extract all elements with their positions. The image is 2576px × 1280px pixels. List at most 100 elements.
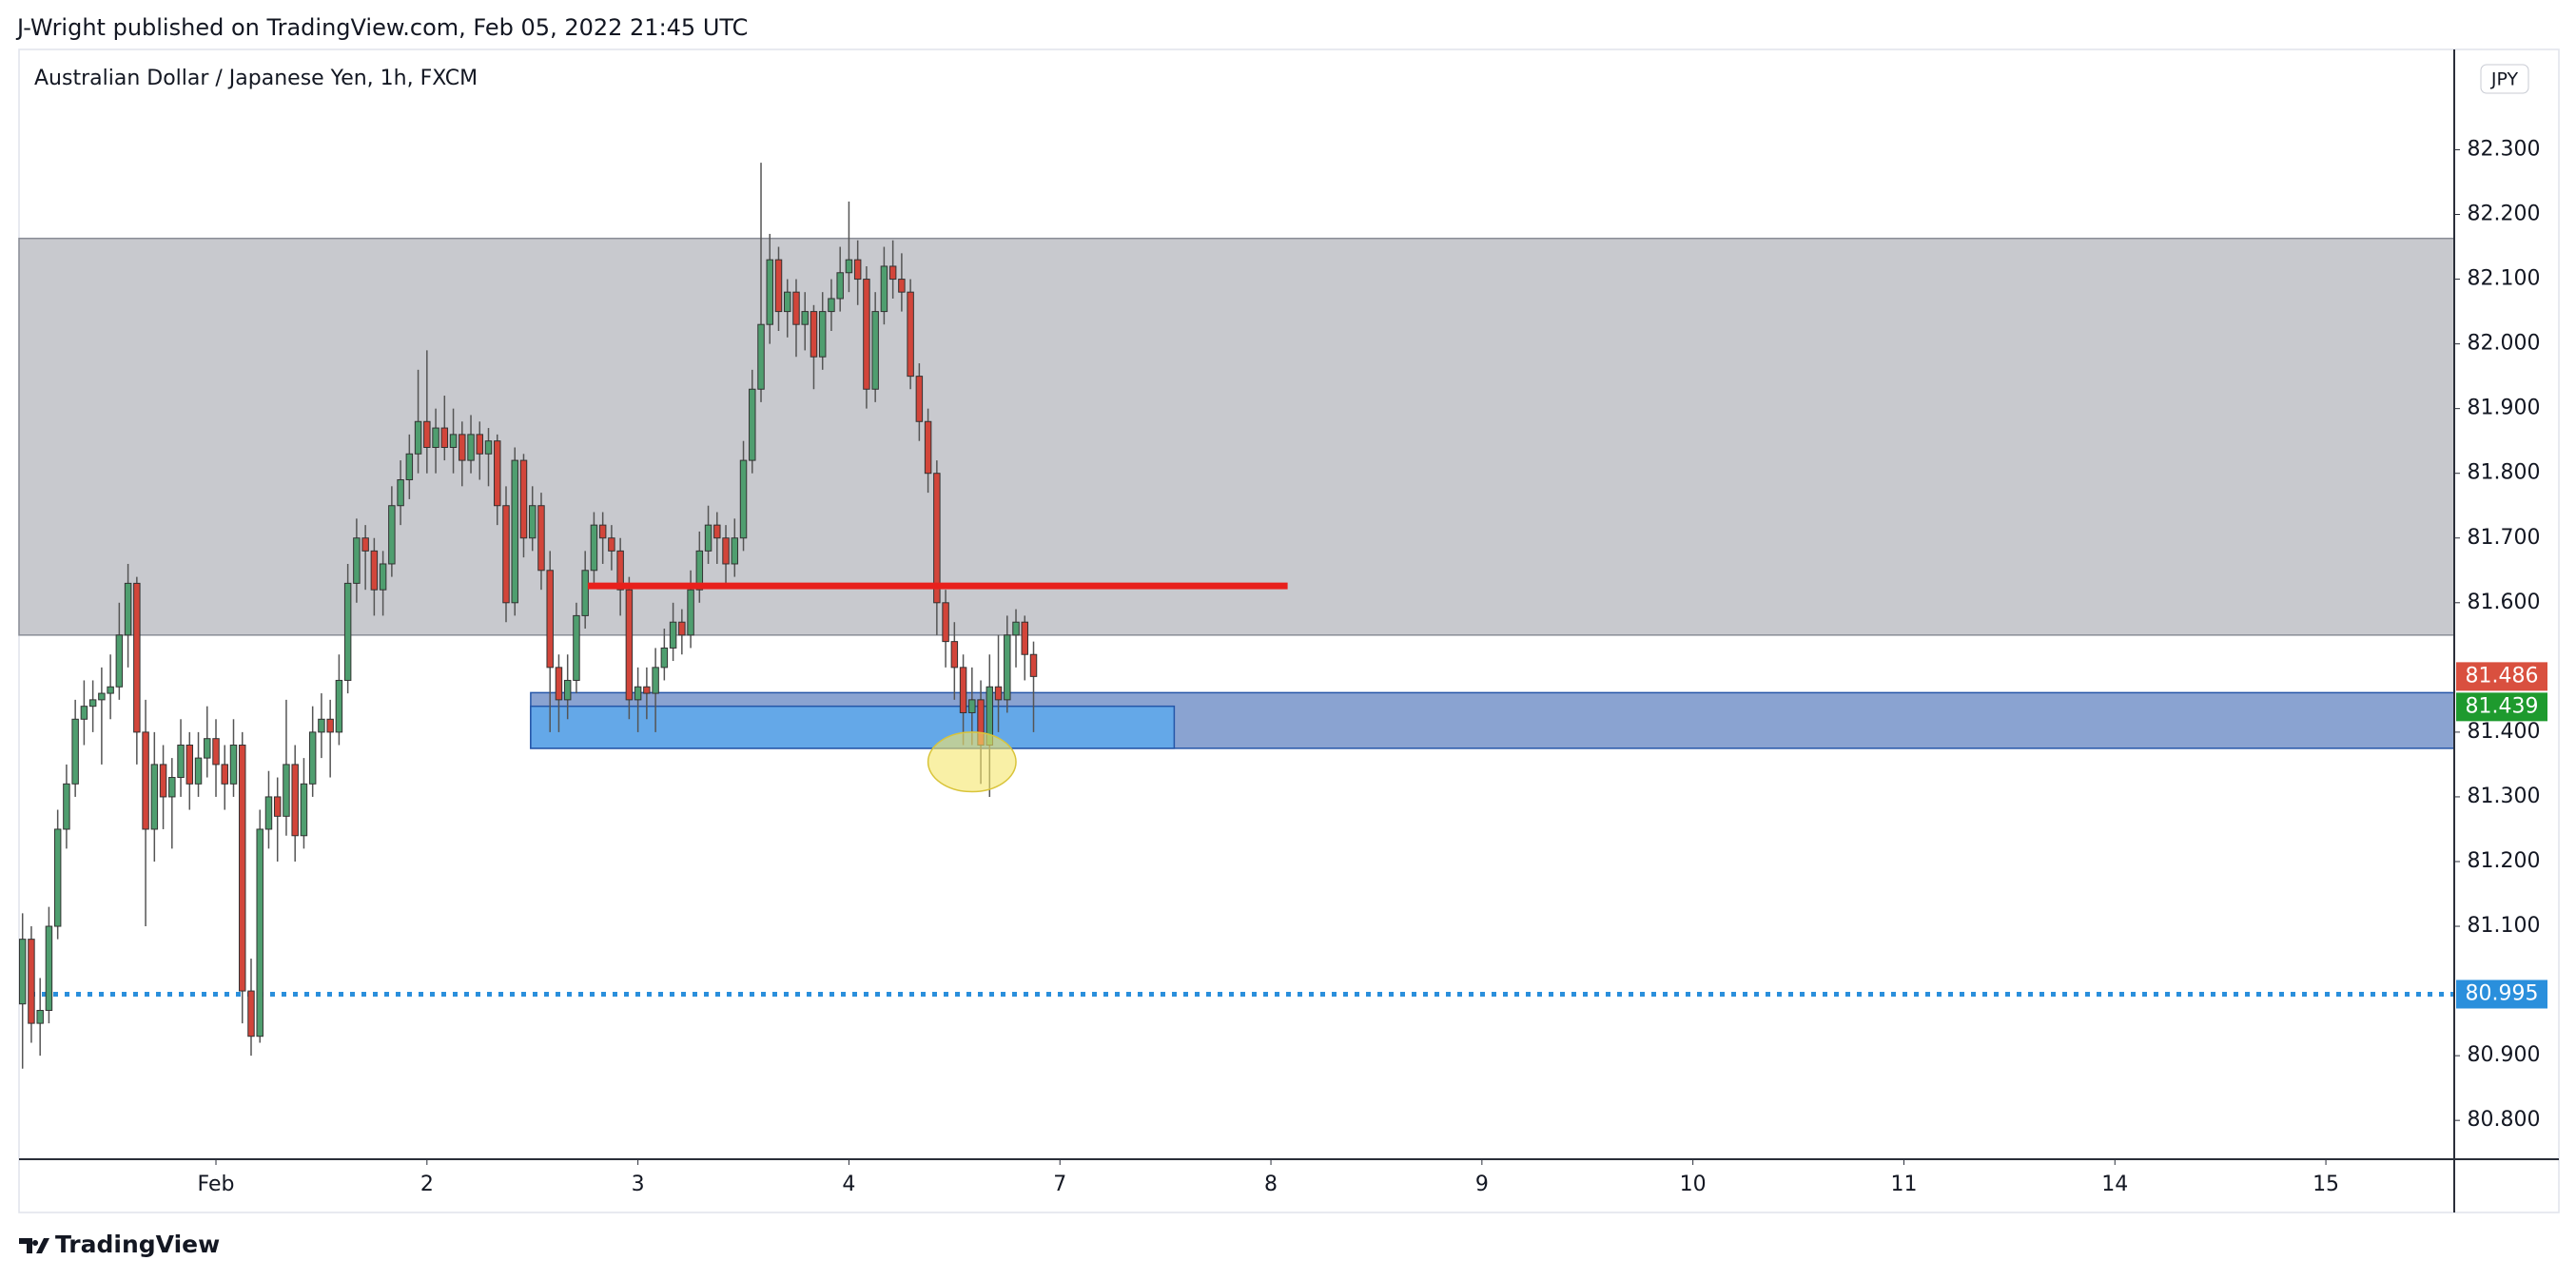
footer-logo: TradingView bbox=[19, 1231, 220, 1258]
price-marker bbox=[2456, 662, 2547, 691]
candle-body bbox=[950, 641, 959, 669]
candle-body bbox=[669, 621, 677, 649]
candle-body bbox=[353, 537, 361, 584]
candle-body bbox=[915, 376, 924, 422]
candle-body bbox=[124, 582, 132, 636]
candle-body bbox=[300, 783, 308, 837]
candle-body bbox=[221, 764, 228, 785]
candle-body bbox=[713, 524, 721, 539]
x-tick-label: 7 bbox=[1053, 1173, 1066, 1196]
candle-body bbox=[256, 828, 263, 1038]
candle-body bbox=[792, 291, 800, 325]
candle-body bbox=[573, 614, 580, 681]
x-tick-label: 10 bbox=[1680, 1173, 1707, 1196]
candle-body bbox=[414, 420, 422, 455]
y-tick-label: 80.800 bbox=[2468, 1108, 2541, 1132]
candle-body bbox=[115, 634, 124, 688]
candle-body bbox=[107, 686, 114, 694]
candle-body bbox=[204, 738, 211, 759]
candle-body bbox=[853, 259, 862, 281]
candle-body bbox=[449, 434, 458, 448]
candle-body bbox=[818, 311, 827, 358]
currency-label: JPY bbox=[2490, 69, 2519, 90]
y-tick-label: 81.300 bbox=[2468, 785, 2541, 808]
candle-body bbox=[476, 434, 484, 455]
candle-body bbox=[880, 265, 888, 313]
y-tick-label: 81.200 bbox=[2468, 849, 2541, 873]
candle-body bbox=[264, 796, 273, 830]
x-tick-label: Feb bbox=[198, 1173, 235, 1196]
candle-body bbox=[757, 323, 765, 390]
publish-header: J-Wright published on TradingView.com, F… bbox=[15, 14, 748, 41]
candle-body bbox=[625, 589, 634, 701]
candle-body bbox=[212, 738, 220, 766]
x-tick-label: 3 bbox=[632, 1173, 645, 1196]
price-marker bbox=[2456, 979, 2547, 1009]
candle-body bbox=[537, 505, 545, 572]
candle-body bbox=[704, 524, 712, 552]
candle-body bbox=[836, 272, 844, 300]
x-tick-label: 4 bbox=[842, 1173, 855, 1196]
candle-body bbox=[1004, 634, 1011, 701]
price-marker-label: 81.486 bbox=[2466, 664, 2539, 688]
currency-badge bbox=[2480, 64, 2529, 94]
candle-body bbox=[828, 298, 835, 313]
candle-body bbox=[335, 679, 343, 733]
candle-body bbox=[194, 757, 203, 785]
candle-body bbox=[722, 537, 730, 565]
candle-body bbox=[273, 796, 282, 817]
candle-body bbox=[18, 939, 27, 1005]
candle-body bbox=[423, 420, 431, 448]
candle-body bbox=[502, 505, 510, 604]
y-tick-label: 82.300 bbox=[2468, 137, 2541, 161]
candle-body bbox=[405, 453, 414, 481]
candle-body bbox=[159, 764, 167, 798]
chart-title: Australian Dollar / Japanese Yen, 1h, FX… bbox=[34, 67, 478, 90]
candle-body bbox=[907, 291, 914, 378]
candle-body bbox=[687, 589, 694, 636]
candle-body bbox=[784, 291, 791, 313]
candle-body bbox=[678, 621, 686, 636]
candle-body bbox=[898, 279, 906, 293]
plot-area bbox=[18, 163, 2455, 1069]
y-tick-label: 81.100 bbox=[2468, 914, 2541, 938]
candle-body bbox=[247, 990, 255, 1038]
candle-body bbox=[511, 459, 518, 604]
candle-body bbox=[739, 459, 748, 539]
candle-body bbox=[484, 440, 493, 455]
candle-body bbox=[598, 524, 607, 539]
y-tick-label: 82.000 bbox=[2468, 332, 2541, 356]
candle-body bbox=[528, 505, 537, 539]
x-tick-label: 15 bbox=[2313, 1173, 2339, 1196]
candle-body bbox=[343, 582, 352, 681]
candle-body bbox=[63, 783, 70, 830]
candle-body bbox=[177, 745, 185, 779]
candle-body bbox=[563, 679, 572, 701]
candle-body bbox=[440, 427, 449, 448]
candle-body bbox=[459, 434, 466, 461]
candle-body bbox=[766, 259, 773, 325]
price-marker-label: 80.995 bbox=[2466, 981, 2539, 1005]
x-tick-label: 14 bbox=[2101, 1173, 2128, 1196]
y-tick-label: 80.900 bbox=[2468, 1043, 2541, 1067]
candle-body bbox=[933, 473, 941, 604]
candle-body bbox=[326, 718, 334, 733]
candle-body bbox=[283, 764, 290, 817]
zone bbox=[530, 705, 1176, 749]
y-tick-label: 81.700 bbox=[2468, 526, 2541, 550]
candle-body bbox=[871, 311, 879, 390]
candle-body bbox=[36, 1009, 44, 1024]
candle-body bbox=[608, 537, 615, 552]
candle-body bbox=[555, 667, 563, 701]
candle-body bbox=[774, 259, 783, 313]
y-tick-label: 81.400 bbox=[2468, 720, 2541, 744]
candle-body bbox=[1029, 653, 1038, 677]
candle-body bbox=[80, 706, 88, 720]
y-tick-label: 81.900 bbox=[2468, 397, 2541, 420]
candle-body bbox=[239, 745, 246, 992]
candle-body bbox=[397, 479, 404, 507]
candle-body bbox=[660, 647, 669, 669]
candle-body bbox=[749, 388, 756, 461]
candle-body bbox=[959, 667, 967, 713]
candle-body bbox=[546, 570, 554, 669]
